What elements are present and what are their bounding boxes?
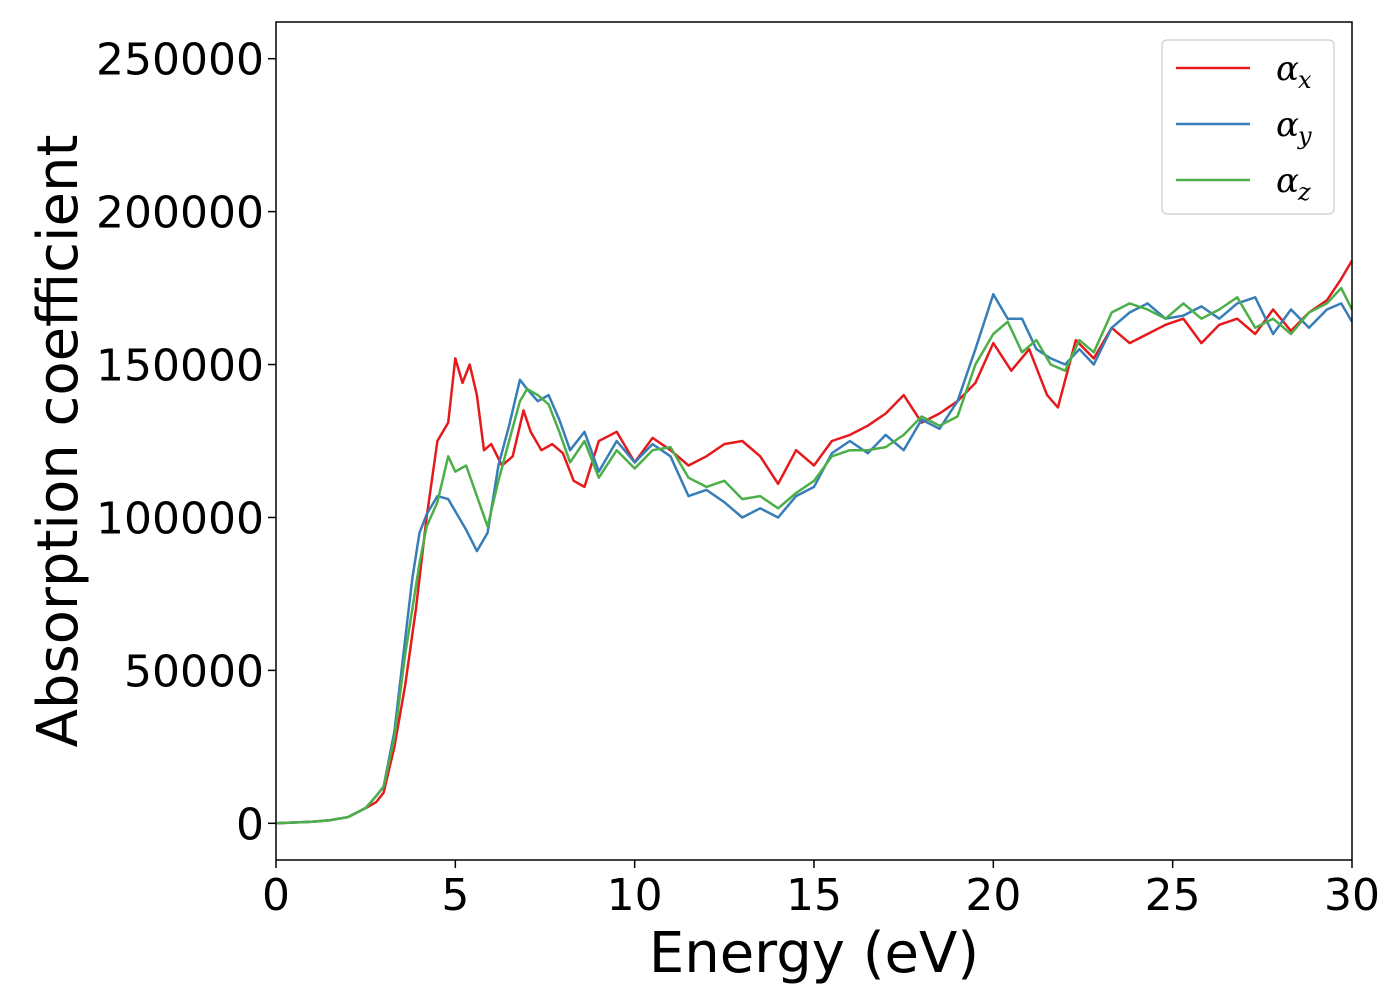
x-tick-label: 30 (1324, 870, 1380, 921)
series-line-x (276, 259, 1352, 825)
legend: α xα yα z (1161, 39, 1335, 215)
x-axis: 0 5 10 15 20 25 30 (262, 860, 1380, 921)
y-tick-label: 50000 (124, 646, 264, 697)
legend-label-y: α (1276, 105, 1299, 145)
legend-subscript-x: x (1298, 66, 1312, 94)
series-line-z (276, 286, 1352, 825)
x-tick-label: 15 (786, 870, 842, 921)
legend-subscript-y: y (1297, 122, 1312, 150)
x-tick-label: 0 (262, 870, 290, 921)
x-tick-label: 5 (441, 870, 469, 921)
y-tick-label: 0 (236, 799, 264, 850)
y-tick-label: 200000 (96, 188, 264, 239)
legend-label-z: α (1276, 161, 1299, 201)
series-layer (276, 259, 1352, 825)
y-tick-label: 150000 (96, 341, 264, 392)
legend-subscript-z: z (1297, 178, 1311, 206)
x-axis-label: Energy (eV) (649, 921, 979, 986)
y-axis-label: Absorption coefficient (26, 135, 91, 748)
y-tick-label: 100000 (96, 493, 264, 544)
y-axis: 0 50000 100000 150000 200000 250000 (96, 35, 276, 850)
series-line-y (276, 292, 1352, 825)
y-tick-label: 250000 (96, 35, 264, 86)
x-tick-label: 20 (965, 870, 1021, 921)
legend-label-x: α (1276, 49, 1299, 89)
x-tick-label: 25 (1145, 870, 1201, 921)
x-tick-label: 10 (607, 870, 663, 921)
legend-box (1161, 39, 1335, 215)
